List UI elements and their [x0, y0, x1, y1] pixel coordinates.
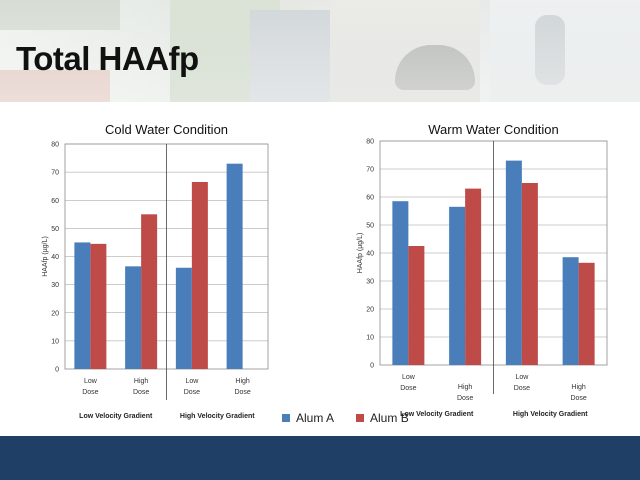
y-tick-label: 80	[51, 142, 59, 149]
footer-bar	[0, 436, 640, 480]
legend-label-alum-b: Alum B	[370, 411, 409, 425]
y-tick-label: 0	[370, 363, 374, 370]
y-tick-label: 30	[51, 282, 59, 289]
bar-alum-a	[226, 163, 243, 369]
bar-alum-b	[90, 243, 107, 369]
bar-alum-a	[392, 201, 409, 365]
cold-water-chart: Cold Water Condition 0 10 20 30 40 50 60 70 80 HAA…	[42, 122, 269, 420]
y-tick-label: 30	[366, 279, 374, 286]
y-tick-label: 20	[366, 307, 374, 314]
y-tick-label: 0	[55, 367, 59, 374]
bar-alum-b	[578, 262, 595, 365]
x-tick-label: Low Dose	[184, 378, 200, 396]
legend-item-alum-b: Alum B	[356, 411, 409, 425]
bar-alum-b	[408, 246, 425, 365]
legend-label-alum-a: Alum A	[296, 411, 335, 425]
x-tick-label: Low Dose	[82, 378, 98, 396]
slide-title: Total HAAfp	[16, 40, 199, 77]
bar-alum-a	[74, 242, 91, 369]
y-axis-label: HAAfp (µg/L)	[42, 236, 49, 277]
bar-alum-a	[449, 206, 466, 365]
bar-alum-a	[175, 267, 192, 369]
group-label: High Velocity Gradient	[513, 411, 588, 418]
legend-swatch-alum-b	[356, 414, 365, 422]
group-label: High Velocity Gradient	[180, 413, 255, 420]
y-tick-label: 40	[51, 254, 59, 261]
y-tick-label: 60	[366, 195, 374, 202]
y-tick-label: 10	[51, 338, 59, 345]
y-tick-label: 40	[366, 251, 374, 258]
x-tick-label: High Dose	[133, 378, 149, 396]
legend-item-alum-a: Alum A	[282, 411, 334, 425]
header-photo-banner	[0, 0, 640, 102]
x-tick-label: Low Dose	[400, 374, 416, 392]
y-tick-label: 10	[366, 335, 374, 342]
chart-legend: Alum A Alum B	[282, 411, 431, 425]
bar-alum-a	[125, 266, 142, 369]
chart-title: Cold Water Condition	[105, 122, 228, 137]
x-tick-label: High Dose	[570, 384, 586, 402]
y-tick-label: 60	[51, 198, 59, 205]
y-tick-label: 80	[366, 139, 374, 146]
bar-alum-a	[562, 257, 579, 365]
y-tick-label: 20	[51, 310, 59, 317]
bar-alum-b	[465, 188, 482, 365]
x-tick-label: Low Dose	[514, 374, 530, 392]
x-tick-label: High Dose	[457, 384, 473, 402]
warm-water-chart: Warm Water Condition 0 10 20 30 40 50 60 70 80 HAA…	[357, 122, 608, 418]
y-tick-label: 70	[366, 167, 374, 174]
x-tick-label: High Dose	[234, 378, 250, 396]
bar-alum-b	[191, 181, 208, 369]
y-axis-label: HAAfp (µg/L)	[357, 233, 364, 274]
bar-alum-b	[141, 214, 158, 369]
bar-alum-a	[505, 160, 522, 365]
y-tick-label: 50	[366, 223, 374, 230]
banner-fade-overlay	[0, 0, 640, 102]
chart-title: Warm Water Condition	[428, 122, 559, 137]
legend-swatch-alum-a	[282, 414, 290, 422]
bar-alum-b	[521, 183, 538, 365]
y-tick-label: 50	[51, 226, 59, 233]
y-tick-label: 70	[51, 170, 59, 177]
group-label: Low Velocity Gradient	[400, 411, 474, 418]
group-label: Low Velocity Gradient	[79, 413, 153, 420]
